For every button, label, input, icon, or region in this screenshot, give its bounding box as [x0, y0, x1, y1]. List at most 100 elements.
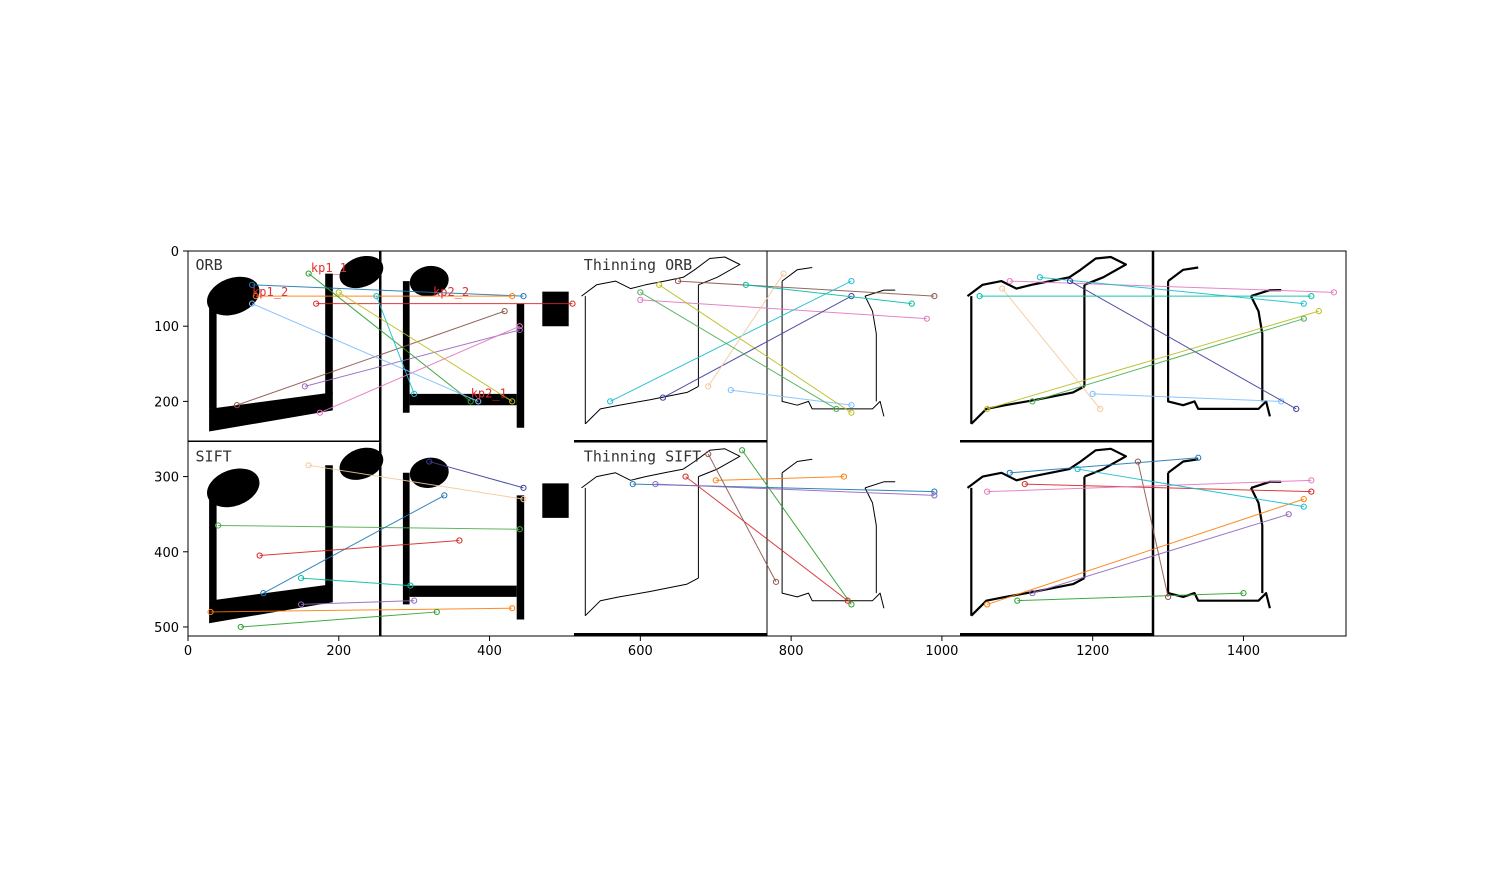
- keypoint-marker: [1300, 315, 1307, 322]
- y-tick-label: 300: [154, 471, 179, 486]
- match-line: [1137, 461, 1169, 598]
- thin-orb-1-top: [581, 256, 741, 297]
- keypoint-marker: [316, 409, 324, 416]
- keypoint-marker: [301, 383, 308, 390]
- y-tick-label: 500: [154, 621, 179, 636]
- keypoint-marker: [297, 601, 305, 608]
- keypoint-marker: [656, 281, 663, 288]
- match-line: [707, 273, 785, 387]
- x-tick-label: 0: [184, 644, 192, 659]
- y-tick-label: 100: [154, 320, 179, 335]
- match-line: [319, 325, 520, 414]
- keypoint-marker: [207, 608, 214, 616]
- keypoint-marker: [335, 289, 342, 296]
- keypoint-marker: [237, 623, 244, 631]
- keypoint-marker: [1300, 503, 1307, 510]
- match-line: [1069, 280, 1297, 410]
- y-tick-label: 0: [171, 245, 179, 260]
- orb-note-2-left-head: [409, 265, 449, 297]
- keypoint-marker: [1029, 398, 1036, 405]
- x-tick-label: 1000: [925, 644, 958, 659]
- match-line: [1077, 468, 1304, 508]
- keypoint-marker: [1293, 405, 1300, 413]
- keypoint-marker: [652, 481, 659, 488]
- keypoint-marker: [411, 390, 418, 397]
- match-line: [609, 280, 852, 402]
- match-line: [662, 295, 852, 399]
- keypoint-marker: [305, 270, 312, 277]
- sift-note-1-right-stem: [325, 465, 333, 586]
- thin-sift-2-top: [781, 458, 813, 474]
- keypoint-marker: [1285, 511, 1292, 518]
- keypoint-marker: [848, 601, 855, 608]
- sift-note-2-left-head: [409, 457, 449, 489]
- match-line: [1017, 592, 1244, 602]
- x-tick-label: 1400: [1227, 644, 1260, 659]
- thin-orb-2-right-edge: [864, 295, 877, 402]
- keypoint-marker: [256, 552, 263, 559]
- keypoint-marker: [637, 296, 644, 303]
- y-tick-label: 400: [154, 546, 179, 561]
- match-line: [210, 607, 513, 613]
- keypoint-marker: [509, 398, 516, 405]
- keypoint-marker: [1029, 590, 1036, 597]
- keypoint-marker: [1195, 454, 1202, 461]
- keypoint-marker: [252, 293, 259, 300]
- thick-sift-2-top: [1167, 458, 1199, 474]
- keypoint-marker: [1300, 496, 1307, 503]
- thin-sift-2-right-edge: [864, 487, 877, 594]
- orb-note-1-left-head: [206, 276, 260, 316]
- thick-sift-2-frame: [1166, 472, 1271, 609]
- orb-note-1-right-head: [339, 255, 384, 289]
- x-tick-label: 1200: [1076, 644, 1109, 659]
- keypoint-marker: [848, 409, 855, 416]
- x-axis: 0 200 400 600 800 1000 1200 1400: [184, 636, 1260, 659]
- thin-sift-1-bottom: [584, 577, 699, 617]
- panel-label: Thinning ORB: [584, 256, 692, 274]
- match-line: [1024, 483, 1312, 493]
- orb-note-2-left-stem: [402, 281, 410, 413]
- match-line: [236, 310, 505, 406]
- match-line: [301, 577, 411, 587]
- thick-orb-2-frame: [1166, 281, 1271, 417]
- keypoint-label: kp2_1: [471, 387, 507, 401]
- keypoint-marker: [501, 308, 508, 315]
- keypoint-marker: [705, 450, 712, 458]
- keypoint-label: kp1_2: [252, 285, 288, 299]
- match-line: [678, 280, 935, 297]
- keypoint-marker: [923, 315, 930, 322]
- y-axis: 0 100 200 300 400 500: [154, 245, 188, 636]
- sift-note-2-beam: [409, 585, 517, 597]
- keypoint-marker: [833, 405, 840, 413]
- thin-orb-2-top: [781, 267, 813, 282]
- keypoint-marker: [1097, 405, 1104, 413]
- orb-note-2-beam: [409, 393, 517, 406]
- match-line: [1032, 513, 1289, 594]
- sift-note-1-beam: [209, 584, 333, 624]
- keypoint-marker: [705, 383, 712, 390]
- keypoint-marker: [475, 398, 482, 405]
- keypoint-marker: [297, 574, 305, 582]
- match-line: [429, 461, 524, 489]
- thin-sift-2-frame: [781, 472, 885, 609]
- panel-label: ORB: [196, 256, 223, 274]
- keypoint-marker: [1014, 597, 1021, 604]
- keypoint-marker: [520, 293, 527, 300]
- keypoint-label: kp1_1: [311, 261, 347, 275]
- thick-orb-2-right-edge: [1250, 295, 1264, 402]
- x-tick-label: 200: [326, 644, 351, 659]
- keypoint-marker: [509, 605, 516, 612]
- keypoint-marker: [629, 481, 636, 488]
- keypoint-marker: [516, 326, 523, 334]
- keypoint-marker: [373, 293, 380, 300]
- sift-note-1-left-head: [206, 468, 260, 508]
- match-line: [640, 299, 927, 320]
- match-line: [1009, 457, 1199, 474]
- keypoint-marker: [1066, 277, 1074, 285]
- keypoint-marker: [516, 323, 523, 330]
- keypoint-marker: [984, 405, 991, 413]
- match-line: [263, 494, 445, 594]
- keypoint-marker: [520, 496, 527, 503]
- keypoint-marker: [984, 488, 991, 495]
